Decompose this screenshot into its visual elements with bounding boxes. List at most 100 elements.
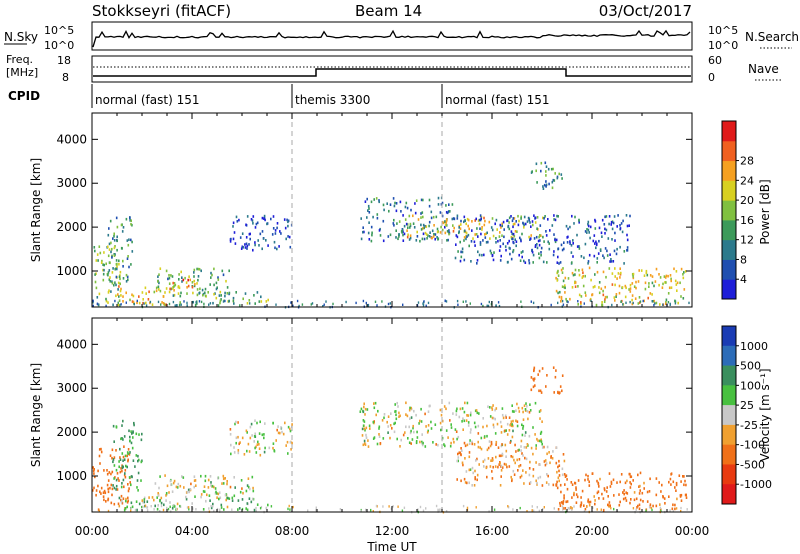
echo-cell-98	[122, 265, 124, 268]
echo-cell-709	[505, 455, 507, 458]
echo-cell-948	[603, 487, 606, 490]
echo-cell-745	[497, 446, 500, 449]
echo-cell-786	[520, 217, 522, 220]
echo-cell-1034	[625, 499, 628, 502]
echo-cell-146	[130, 475, 133, 478]
echo-cell-1054	[581, 276, 584, 279]
echo-cell-52	[115, 449, 117, 452]
echo-cell-697	[534, 245, 537, 248]
echo-cell-26	[108, 278, 111, 281]
echo-cell-607	[492, 234, 495, 238]
echo-cell-613	[443, 405, 446, 408]
echo-cell-690	[410, 416, 413, 419]
echo-cell-1056	[559, 290, 561, 294]
echo-cell-72	[93, 486, 95, 490]
echo-cell-1218	[462, 504, 465, 508]
echo-cell-1067	[560, 297, 563, 301]
echo-cell-254	[213, 485, 215, 489]
echo-cell-109	[123, 435, 126, 438]
echo-cell-766	[561, 473, 564, 477]
echo-cell-758	[487, 240, 489, 244]
echo-cell-811	[531, 250, 534, 254]
echo-cell-1108	[186, 506, 189, 509]
echo-cell-487	[389, 233, 392, 237]
echo-cell-784	[486, 448, 489, 452]
echo-cell-772	[605, 228, 608, 232]
echo-cell-843	[495, 455, 497, 459]
echo-cell-299	[258, 300, 261, 303]
echo-cell-585	[422, 215, 424, 219]
echo-cell-1128	[370, 508, 372, 512]
echo-cell-1225	[119, 304, 121, 307]
echo-cell-726	[506, 465, 508, 469]
echo-cell-1154	[195, 508, 197, 511]
echo-cell-270	[202, 490, 205, 493]
colorbar-swatch-3	[722, 385, 736, 406]
echo-cell-814	[528, 482, 531, 485]
echo-cell-760	[483, 253, 485, 257]
echo-cell-709	[458, 230, 460, 233]
echo-cell-774	[601, 235, 603, 238]
echo-cell-645	[379, 442, 382, 445]
echo-cell-425	[421, 211, 424, 214]
echo-cell-1083	[667, 292, 670, 295]
echo-cell-1207	[688, 301, 690, 305]
echo-cell-477	[390, 412, 392, 415]
echo-cell-290	[192, 300, 194, 304]
echo-cell-262	[224, 477, 226, 480]
echo-cell-177	[121, 499, 123, 502]
echo-cell-1216	[195, 301, 197, 304]
echo-cell-599	[362, 410, 365, 414]
echo-cell-792	[511, 232, 513, 236]
echo-cell-909	[622, 497, 625, 501]
echo-cell-224	[172, 294, 175, 297]
echo-cell-794	[543, 460, 546, 463]
echo-cell-959	[642, 500, 644, 503]
echo-cell-1082	[534, 384, 536, 387]
echo-cell-1261	[550, 303, 552, 307]
echo-cell-589	[412, 214, 414, 218]
echo-cell-72	[129, 219, 131, 222]
echo-cell-228	[124, 507, 127, 510]
echo-cell-108	[115, 259, 118, 262]
echo-cell-236	[184, 276, 186, 280]
echo-cell-143	[159, 289, 162, 293]
echo-cell-471	[360, 407, 363, 411]
echo-cell-15	[115, 294, 117, 298]
echo-cell-1001	[639, 471, 642, 475]
echo-cell-362	[273, 240, 276, 244]
echo-cell-335	[287, 224, 289, 228]
echo-cell-933	[528, 218, 530, 222]
echo-cell-407	[289, 441, 292, 444]
echo-cell-752	[466, 481, 468, 485]
echo-cell-205	[226, 292, 229, 295]
echo-cell-64	[103, 268, 105, 272]
echo-cell-1137	[560, 173, 563, 176]
echo-cell-348	[251, 434, 253, 437]
echo-cell-566	[393, 422, 395, 426]
echo-cell-149	[148, 290, 150, 294]
echo-cell-638	[539, 439, 541, 443]
echo-cell-612	[516, 402, 518, 406]
echo-cell-232	[194, 495, 196, 498]
echo-cell-513	[389, 424, 392, 427]
echo-cell-475	[413, 226, 416, 229]
echo-cell-396	[280, 426, 282, 429]
echo-cell-477	[428, 235, 431, 238]
echo-cell-258	[222, 477, 225, 481]
echo-cell-25	[127, 499, 129, 503]
echo-cell-9	[117, 288, 119, 291]
echo-cell-9	[100, 450, 103, 454]
echo-cell-1222	[222, 300, 225, 303]
echo-cell-153	[115, 488, 117, 491]
echo-cell-783	[505, 248, 507, 252]
echo-cell-966	[606, 295, 608, 299]
echo-cell-330	[274, 246, 276, 250]
echo-cell-207	[193, 275, 195, 278]
echo-cell-453	[412, 426, 414, 430]
time-tick-label-6: 00:00	[675, 524, 710, 538]
echo-cell-987	[571, 286, 574, 289]
echo-cell-1040	[596, 270, 599, 274]
echo-cell-931	[678, 474, 681, 477]
echo-cell-406	[250, 422, 253, 426]
